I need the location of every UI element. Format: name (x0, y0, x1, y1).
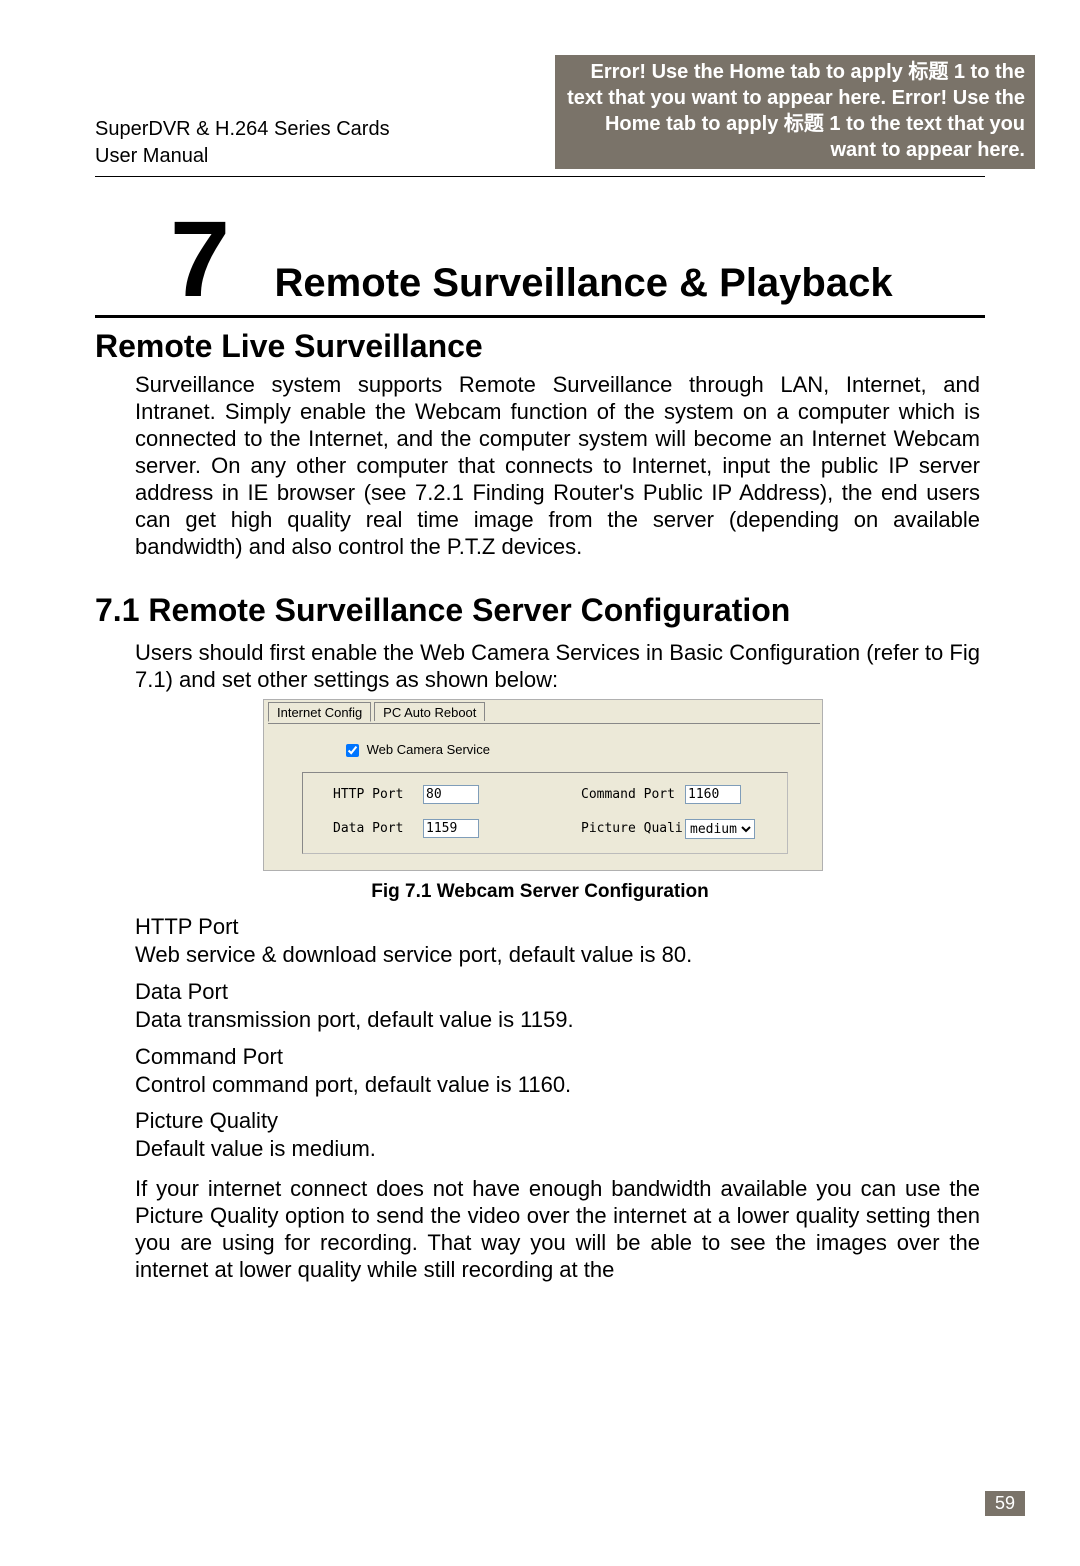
page-number: 59 (985, 1491, 1025, 1516)
figure-caption: Fig 7.1 Webcam Server Configuration (0, 881, 1080, 903)
chapter-heading: 7 Remote Surveillance & Playback (95, 205, 985, 318)
input-command-port[interactable] (685, 785, 741, 804)
checkbox-web-camera-service[interactable]: Web Camera Service (346, 742, 490, 757)
paragraph-config: Users should first enable the Web Camera… (135, 639, 980, 693)
input-http-port[interactable] (423, 785, 479, 804)
chapter-number: 7 (95, 205, 230, 313)
paragraph-bandwidth: If your internet connect does not have e… (135, 1175, 980, 1283)
def-title-picture: Picture Quality (135, 1107, 980, 1135)
label-command-port: Command Port (581, 787, 675, 802)
section-remote-live: Remote Live Surveillance (95, 328, 483, 365)
figure-tabs: Internet Config PC Auto Reboot (268, 702, 820, 724)
label-http-port: HTTP Port (333, 787, 403, 802)
definition-http-port: HTTP Port Web service & download service… (135, 913, 980, 968)
label-data-port: Data Port (333, 821, 403, 836)
def-title-data: Data Port (135, 978, 980, 1006)
section-7-1: 7.1 Remote Surveillance Server Configura… (95, 592, 790, 629)
definition-command-port: Command Port Control command port, defau… (135, 1043, 980, 1098)
tab-internet-config[interactable]: Internet Config (268, 702, 371, 722)
paragraph-intro: Surveillance system supports Remote Surv… (135, 371, 980, 560)
chapter-title: Remote Surveillance & Playback (275, 261, 893, 306)
def-text-data: Data transmission port, default value is… (135, 1006, 980, 1034)
product-title: SuperDVR & H.264 Series Cards (95, 118, 390, 141)
def-title-http: HTTP Port (135, 913, 980, 941)
checkbox-web-camera-input[interactable] (346, 744, 359, 757)
figure-webcam-config: Internet Config PC Auto Reboot Web Camer… (263, 699, 823, 871)
tab-pc-auto-reboot[interactable]: PC Auto Reboot (374, 702, 485, 721)
header-rule (95, 176, 985, 177)
header-error-box: Error! Use the Home tab to apply 标题 1 to… (555, 55, 1035, 169)
def-title-command: Command Port (135, 1043, 980, 1071)
definition-data-port: Data Port Data transmission port, defaul… (135, 978, 980, 1033)
input-data-port[interactable] (423, 819, 479, 838)
select-picture-quality[interactable]: medium (685, 819, 755, 839)
def-text-picture: Default value is medium. (135, 1135, 980, 1163)
header-left: SuperDVR & H.264 Series Cards User Manua… (95, 118, 390, 168)
def-text-http: Web service & download service port, def… (135, 941, 980, 969)
figure-field-frame: HTTP Port Command Port Data Port Picture… (302, 772, 788, 854)
definition-picture-quality: Picture Quality Default value is medium. (135, 1107, 980, 1162)
label-picture-quality: Picture Quali (581, 821, 683, 836)
checkbox-web-camera-label: Web Camera Service (367, 742, 490, 757)
def-text-command: Control command port, default value is 1… (135, 1071, 980, 1099)
doc-type: User Manual (95, 145, 390, 168)
